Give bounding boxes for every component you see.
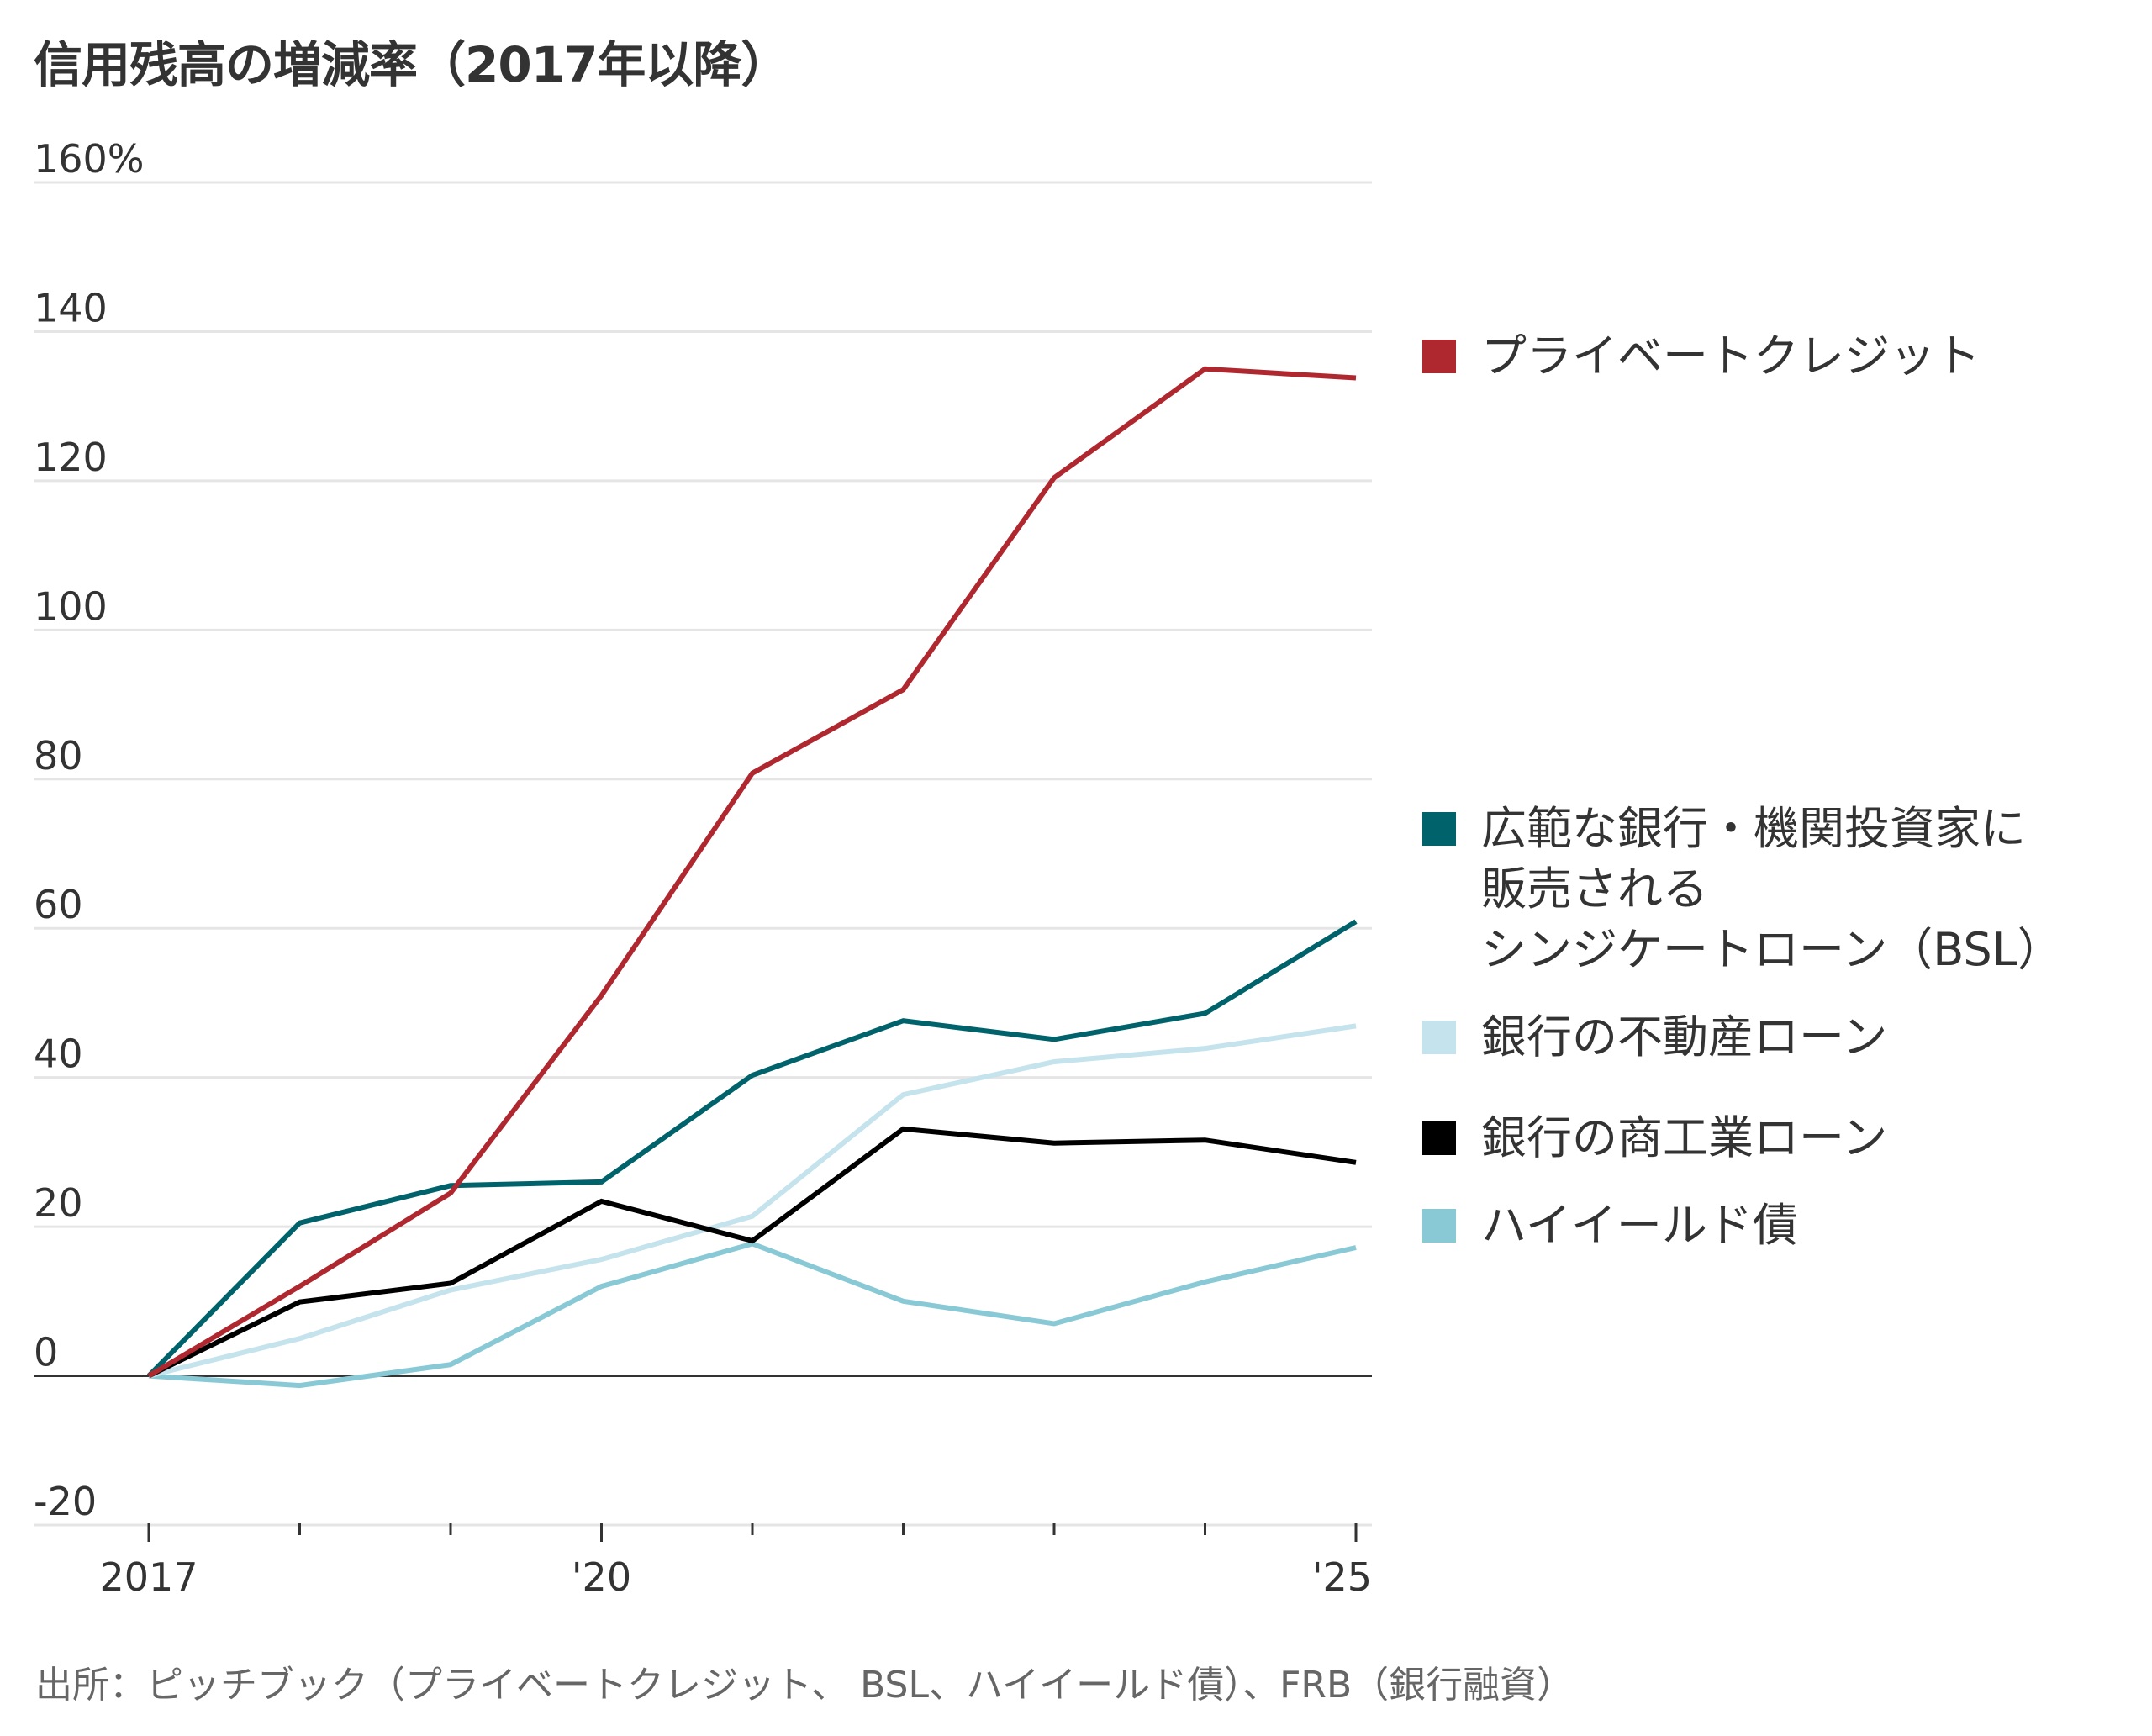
y-tick-label: 140 bbox=[34, 285, 108, 330]
x-tick-label: 2017 bbox=[99, 1554, 198, 1600]
legend-label: プライベートクレジット bbox=[1481, 330, 1981, 383]
source-note: 出所：ピッチブック（プライベートクレジット、 BSL、ハイイールド債）、FRB（… bbox=[35, 1664, 1574, 1707]
series-line-high-yield bbox=[148, 1241, 1357, 1389]
y-tick-label: 100 bbox=[34, 583, 108, 629]
x-tick-label: '20 bbox=[572, 1554, 631, 1600]
series-lines bbox=[146, 366, 1358, 1389]
legend-label: 銀行の不動産ローン bbox=[1481, 1010, 1888, 1063]
legend-swatch bbox=[1422, 340, 1456, 373]
legend-swatch bbox=[1422, 1121, 1456, 1155]
y-tick-label: 60 bbox=[34, 882, 83, 927]
y-tick-label: 20 bbox=[34, 1180, 83, 1226]
y-tick-label: 160% bbox=[34, 136, 145, 182]
series-line-real-estate-loans bbox=[148, 1023, 1357, 1379]
series-line-ci-loans bbox=[147, 1126, 1357, 1379]
y-tick-label: 120 bbox=[34, 435, 108, 480]
legend-swatch bbox=[1422, 1209, 1456, 1243]
y-tick-label: 80 bbox=[34, 733, 83, 778]
series-line-private-credit bbox=[147, 366, 1357, 1379]
legend-label: ハイイールド債 bbox=[1481, 1199, 1798, 1252]
legend-label: 広範な銀行・機関投資家に 販売される シンジケートローン（BSL） bbox=[1481, 802, 2063, 976]
y-tick-label: -20 bbox=[34, 1479, 97, 1524]
chart-title: 信用残高の増減率（2017年以降） bbox=[34, 36, 789, 93]
legend-swatch bbox=[1422, 1021, 1456, 1054]
y-tick-label: 40 bbox=[34, 1032, 83, 1077]
x-tick-label: '25 bbox=[1312, 1554, 1372, 1600]
x-axis: 2017 '20 '25 bbox=[99, 1523, 1372, 1600]
y-axis-tick-labels: -20 0 20 40 60 80 100 120 140 160% bbox=[34, 136, 145, 1524]
y-tick-label: 0 bbox=[34, 1330, 58, 1375]
legend-swatch bbox=[1422, 812, 1456, 846]
series-line-bsl bbox=[146, 919, 1358, 1378]
legend-label: 銀行の商工業ローン bbox=[1481, 1111, 1888, 1164]
